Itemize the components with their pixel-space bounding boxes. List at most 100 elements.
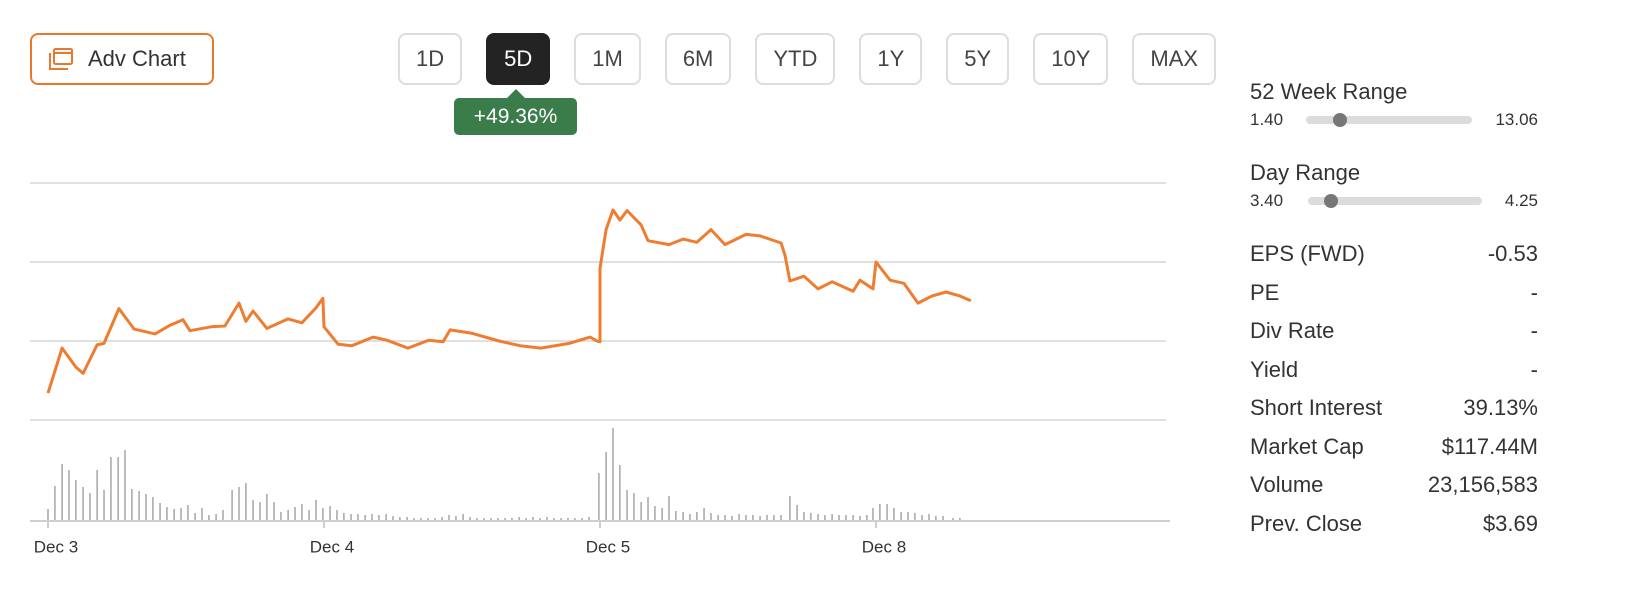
metric-value: - — [1530, 356, 1538, 382]
volume-bar — [560, 518, 562, 521]
volume-bar — [803, 512, 805, 521]
volume-bar — [208, 515, 210, 521]
period-button[interactable]: 6M — [664, 33, 732, 85]
volume-bar — [117, 457, 119, 521]
volume-bar — [810, 513, 812, 521]
volume-bar — [574, 518, 576, 521]
volume-bar — [921, 515, 923, 521]
volume-bar — [194, 513, 196, 521]
volume-bar — [378, 515, 380, 521]
volume-bar — [959, 518, 961, 521]
volume-bar — [900, 512, 902, 521]
volume-bar — [525, 518, 527, 521]
volume-bar — [315, 500, 317, 521]
volume-bar — [866, 515, 868, 521]
range-low: 1.40 — [1250, 110, 1284, 129]
volume-bar — [68, 470, 70, 521]
range-track — [1306, 116, 1472, 124]
x-tick-label: Dec 8 — [862, 537, 906, 556]
change-badge: +49.36% — [454, 89, 577, 135]
volume-bar — [759, 516, 761, 521]
volume-bar — [462, 514, 464, 521]
volume-bar — [745, 515, 747, 521]
range-marker — [1323, 194, 1338, 208]
metric-label: Prev. Close — [1250, 510, 1363, 536]
metric-label: Yield — [1250, 356, 1299, 382]
volume-bar — [322, 508, 324, 521]
period-button[interactable]: 1M — [574, 33, 641, 85]
volume-bar — [780, 515, 782, 521]
volume-bar — [201, 508, 203, 521]
volume-bar — [724, 515, 726, 521]
volume-bar — [567, 518, 569, 521]
stats-panel: 52 Week Range 1.40 13.06 Day Range 3.40 4.25 E… — [1250, 0, 1538, 606]
volume-bar — [731, 516, 733, 521]
volume-bar — [301, 504, 303, 521]
volume-bar — [343, 513, 345, 521]
volume-bar — [61, 464, 63, 521]
x-tick-label: Dec 5 — [586, 537, 630, 556]
volume-bar — [96, 470, 98, 521]
volume-bar — [476, 518, 478, 521]
metric-row: Market Cap $117.44M — [1250, 434, 1538, 460]
volume-bar — [54, 486, 56, 521]
metric-value: $117.44M — [1441, 433, 1538, 459]
adv-chart-button[interactable]: Adv Chart — [30, 33, 214, 85]
range-high: 4.25 — [1504, 191, 1538, 210]
volume-bar — [371, 514, 373, 521]
volume-bar — [796, 505, 798, 521]
range-label: Day Range — [1250, 160, 1361, 185]
volume-bar — [455, 516, 457, 521]
volume-bar — [329, 506, 331, 521]
period-button[interactable]: 5D — [486, 33, 551, 85]
volume-bar — [738, 514, 740, 521]
period-button[interactable]: 1D — [398, 33, 463, 85]
metric-label: Short Interest — [1250, 395, 1383, 420]
volume-bar — [448, 515, 450, 521]
volume-bar — [935, 516, 937, 521]
period-button[interactable]: YTD — [755, 33, 836, 85]
volume-bar — [752, 515, 754, 521]
metric-row: Prev. Close $3.69 — [1250, 511, 1538, 537]
metric-value: -0.53 — [1487, 241, 1538, 266]
metric-value: - — [1530, 279, 1538, 305]
volume-bar — [280, 512, 282, 521]
volume-bar — [103, 490, 105, 521]
volume-bar — [703, 508, 705, 521]
metric-label: PE — [1250, 279, 1280, 305]
volume-bar — [598, 473, 600, 521]
volume-bar — [350, 514, 352, 521]
volume-bar — [852, 515, 854, 521]
metric-label: Div Rate — [1250, 318, 1335, 343]
volume-bar — [413, 518, 415, 521]
volume-bar — [872, 508, 874, 521]
volume-bar — [124, 450, 126, 521]
volume-bar — [633, 493, 635, 521]
price-line — [46, 208, 972, 394]
volume-bar — [406, 517, 408, 521]
volume-bar — [710, 513, 712, 521]
volume-bar — [47, 509, 49, 521]
period-button[interactable]: 1Y — [859, 33, 923, 85]
volume-bar — [131, 489, 133, 521]
volume-bar — [845, 515, 847, 521]
volume-bar — [364, 515, 366, 521]
volume-bar — [252, 500, 254, 521]
volume-bar — [588, 517, 590, 521]
volume-bar — [654, 506, 656, 521]
period-button[interactable]: 10Y — [1033, 33, 1109, 85]
volume-bar — [385, 514, 387, 521]
volume-bar — [180, 508, 182, 521]
volume-bar — [336, 510, 338, 521]
volume-bar — [490, 518, 492, 521]
volume-bar — [308, 510, 310, 521]
volume-bar — [511, 518, 513, 521]
metric-row: EPS (FWD) -0.53 — [1250, 241, 1538, 267]
volume-bar — [661, 508, 663, 521]
period-button[interactable]: 5Y — [946, 33, 1010, 85]
period-button[interactable]: MAX — [1132, 33, 1217, 85]
range-marker — [1333, 113, 1348, 127]
volume-bar — [817, 514, 819, 521]
volume-bar — [222, 510, 224, 521]
volume-bar — [469, 517, 471, 521]
